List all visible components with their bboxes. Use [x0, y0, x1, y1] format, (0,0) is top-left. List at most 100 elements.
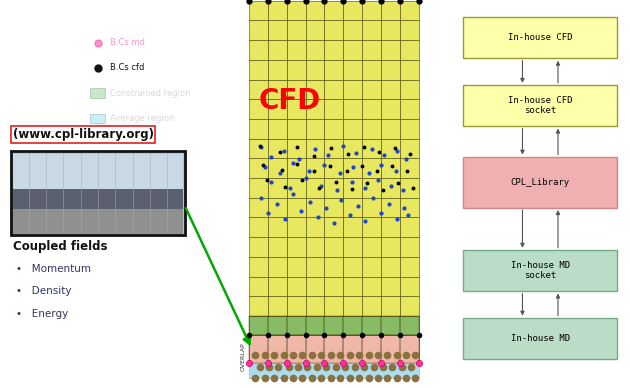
Bar	[400, 316, 419, 335]
Bar	[400, 119, 419, 139]
Bar	[400, 237, 419, 257]
Bar	[324, 218, 343, 237]
Text: In-house MD: In-house MD	[511, 334, 570, 343]
Bar	[306, 21, 324, 40]
Bar	[268, 257, 287, 277]
Bar	[362, 178, 381, 198]
Bar	[249, 257, 268, 277]
Bar	[362, 139, 381, 158]
Bar	[306, 335, 324, 363]
Bar	[306, 119, 324, 139]
Bar	[268, 1, 287, 21]
Bar	[287, 139, 306, 158]
Bar	[400, 99, 419, 119]
Text: Average region: Average region	[110, 114, 175, 123]
Bar	[362, 335, 381, 363]
Bar	[13, 189, 183, 210]
Bar	[343, 237, 362, 257]
Bar	[343, 1, 362, 21]
Bar	[362, 21, 381, 40]
Bar	[343, 218, 362, 237]
Bar	[268, 237, 287, 257]
Bar	[249, 296, 268, 316]
Bar	[324, 296, 343, 316]
Text: •   Momentum: • Momentum	[16, 263, 91, 274]
Text: In-house CFD
socket: In-house CFD socket	[508, 96, 573, 115]
Bar	[400, 296, 419, 316]
Bar	[381, 257, 400, 277]
Bar	[381, 80, 400, 99]
Bar	[287, 99, 306, 119]
Bar	[343, 60, 362, 80]
Bar	[381, 218, 400, 237]
Bar	[306, 198, 324, 218]
Bar	[324, 237, 343, 257]
Bar	[343, 21, 362, 40]
Bar	[324, 139, 343, 158]
Bar	[11, 151, 185, 235]
Bar	[249, 335, 268, 363]
Bar	[287, 218, 306, 237]
Bar	[343, 139, 362, 158]
Bar	[306, 178, 324, 198]
Bar	[381, 316, 400, 335]
Bar	[400, 60, 419, 80]
Bar	[362, 158, 381, 178]
Bar	[324, 158, 343, 178]
Bar	[324, 21, 343, 40]
Bar	[400, 40, 419, 60]
Text: Coupled fields: Coupled fields	[13, 240, 107, 253]
Bar	[343, 335, 362, 363]
Bar	[287, 80, 306, 99]
Bar	[249, 99, 268, 119]
Bar	[400, 257, 419, 277]
Bar	[306, 257, 324, 277]
Bar	[324, 40, 343, 60]
Bar	[343, 99, 362, 119]
Bar	[324, 80, 343, 99]
FancyBboxPatch shape	[463, 17, 617, 58]
Bar	[249, 335, 419, 363]
Bar	[287, 40, 306, 60]
Bar	[287, 198, 306, 218]
Bar	[249, 218, 268, 237]
Bar	[249, 139, 268, 158]
Bar	[362, 277, 381, 296]
Bar	[249, 119, 268, 139]
Bar	[249, 60, 268, 80]
Bar	[287, 316, 306, 335]
Text: CFD: CFD	[259, 87, 321, 114]
Bar	[306, 99, 324, 119]
Bar	[400, 335, 419, 363]
Bar	[306, 80, 324, 99]
Bar	[324, 198, 343, 218]
Bar	[362, 316, 381, 335]
Bar	[400, 139, 419, 158]
FancyBboxPatch shape	[463, 85, 617, 126]
Bar	[362, 198, 381, 218]
Bar	[306, 237, 324, 257]
Bar	[249, 277, 268, 296]
Text: CPL_Library: CPL_Library	[511, 178, 570, 187]
Bar	[287, 335, 306, 363]
Bar	[343, 257, 362, 277]
Bar	[249, 1, 268, 21]
Bar	[400, 1, 419, 21]
Bar	[343, 277, 362, 296]
Bar	[381, 277, 400, 296]
Bar	[400, 178, 419, 198]
Bar	[268, 99, 287, 119]
Bar	[362, 60, 381, 80]
Bar	[306, 316, 324, 335]
Bar	[343, 40, 362, 60]
Bar	[268, 158, 287, 178]
Bar	[324, 60, 343, 80]
Bar	[268, 80, 287, 99]
Bar	[400, 21, 419, 40]
Bar	[268, 335, 287, 363]
Bar	[324, 119, 343, 139]
Bar	[249, 158, 268, 178]
Bar	[362, 1, 381, 21]
Bar	[381, 1, 400, 21]
Bar	[287, 237, 306, 257]
